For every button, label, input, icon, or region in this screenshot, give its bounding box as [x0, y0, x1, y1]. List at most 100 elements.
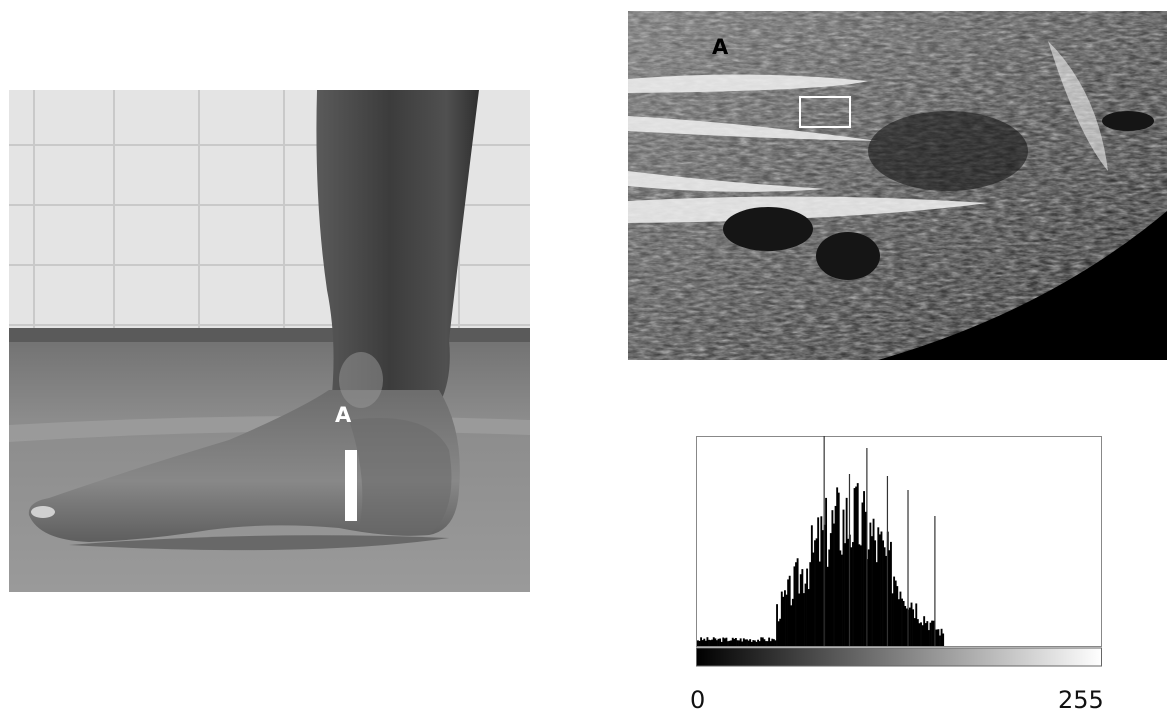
histogram-bar	[752, 640, 755, 646]
histogram-bar	[700, 637, 703, 646]
histogram-bar	[926, 621, 929, 646]
histogram-bar	[749, 639, 752, 646]
histogram-bar	[725, 637, 728, 646]
dark-structures	[723, 111, 1154, 280]
histogram-bar	[806, 568, 809, 646]
histogram-bar	[739, 638, 742, 646]
histogram-bar	[921, 625, 924, 646]
histogram-bar	[708, 639, 710, 646]
ultrasound-marker-label: A	[712, 35, 729, 59]
histogram-bar	[893, 576, 896, 646]
histogram-bar	[715, 640, 718, 646]
histogram-bar	[704, 640, 707, 646]
histogram-bar	[863, 491, 865, 646]
histogram-bar	[877, 527, 880, 646]
histogram-bar	[780, 591, 783, 646]
histogram-bar	[878, 534, 881, 646]
histogram-bar	[829, 533, 832, 646]
histogram-bar	[871, 536, 873, 646]
histogram-bar	[918, 623, 921, 646]
histogram-bar	[719, 638, 722, 646]
histogram-bar	[942, 633, 945, 646]
histogram-bar	[901, 598, 903, 646]
histogram-bar	[782, 596, 785, 646]
histogram-bar	[894, 580, 897, 646]
histogram-bar	[814, 540, 816, 646]
histogram-bar	[766, 641, 769, 646]
histogram-bar	[774, 640, 777, 646]
histogram-bar	[872, 518, 875, 646]
histogram-bar	[916, 619, 919, 646]
histogram-bar	[799, 574, 802, 646]
histogram-bar	[891, 593, 894, 646]
histogram-bar	[912, 609, 915, 646]
histogram-bar	[796, 558, 799, 646]
foot-marker-label: A	[335, 403, 352, 427]
histogram-bar	[927, 630, 930, 646]
histogram-bar	[784, 590, 786, 646]
histogram-bar	[772, 639, 775, 646]
histogram-bar	[913, 618, 916, 646]
histogram-bar	[711, 639, 714, 646]
histogram-bar	[908, 607, 911, 646]
histogram-bar	[706, 637, 709, 646]
measurement-marker	[345, 450, 357, 521]
histogram-bar	[787, 579, 790, 646]
histogram-bar	[793, 566, 796, 646]
histogram-bar	[720, 641, 723, 646]
histogram-bar	[758, 641, 761, 646]
histogram-bar	[845, 497, 848, 646]
histogram-bar	[790, 605, 793, 646]
histogram-bar	[859, 545, 862, 646]
histogram-bars	[697, 436, 945, 646]
histogram-bar	[765, 641, 767, 646]
histogram-bar	[850, 547, 853, 646]
ultrasound-image: A	[628, 11, 1167, 360]
histogram-bar	[779, 618, 782, 646]
histogram-bar	[931, 620, 934, 646]
histogram-spike	[886, 476, 889, 646]
histogram-bar	[731, 637, 734, 646]
histogram-bar	[746, 639, 748, 646]
histogram-bar	[801, 569, 804, 646]
histogram-bar	[896, 586, 899, 646]
histogram-spike	[907, 490, 909, 646]
histogram-bar	[734, 638, 737, 646]
histogram-bar	[821, 530, 824, 646]
histogram-bar	[855, 486, 858, 646]
histogram-bar	[828, 549, 831, 646]
histogram-bar	[902, 600, 905, 646]
histogram-bar	[837, 492, 840, 646]
histogram-bar	[842, 509, 845, 646]
histogram-spike	[934, 516, 936, 646]
ultrasound-drawing	[628, 11, 1167, 360]
histogram-bar	[869, 522, 872, 646]
histogram-bar	[703, 638, 706, 646]
histogram-bar	[915, 603, 918, 646]
histogram-bar	[864, 511, 867, 646]
histogram-bar	[807, 589, 810, 646]
roi-box	[799, 96, 851, 128]
histogram-bar	[929, 622, 932, 646]
histogram-bar	[812, 552, 815, 646]
histogram-bar	[738, 640, 741, 646]
histogram-bar	[712, 637, 715, 646]
grayscale-ramp	[696, 647, 1102, 667]
histogram-bar	[727, 641, 729, 646]
histogram-bar	[714, 638, 717, 646]
histogram-bar	[709, 640, 712, 646]
histogram-bar	[825, 497, 828, 646]
histogram-bar	[798, 593, 801, 646]
dark-field	[878, 211, 1167, 360]
histogram-bar	[788, 575, 791, 646]
histogram-bar	[803, 593, 805, 646]
histogram-bar	[940, 628, 943, 646]
histogram-bar	[874, 540, 877, 646]
histogram-bar	[839, 550, 842, 646]
histogram-bar	[836, 487, 839, 646]
histogram-bar	[867, 549, 870, 646]
histogram-bar	[935, 629, 938, 646]
histogram-bar	[852, 542, 854, 646]
histogram-bar	[890, 541, 892, 646]
histogram-bar	[755, 641, 758, 646]
